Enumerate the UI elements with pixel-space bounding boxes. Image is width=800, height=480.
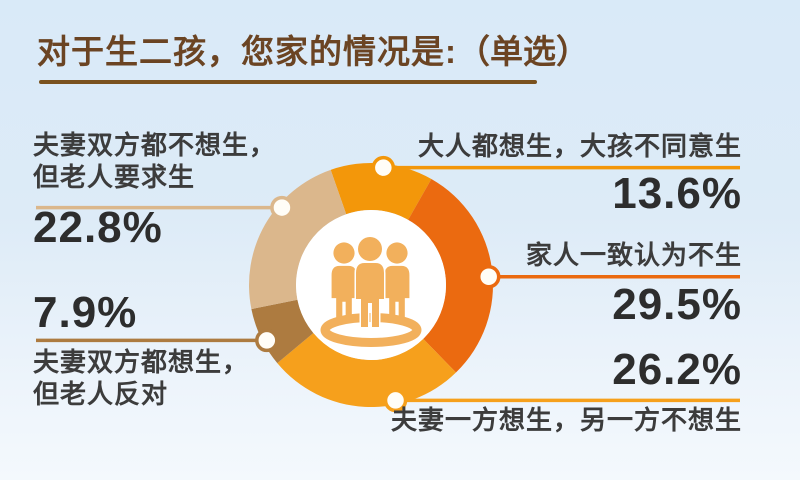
callout-marker <box>255 328 279 353</box>
person-left-icon <box>331 242 357 323</box>
callout-label-line2: 但老人反对 <box>33 379 169 409</box>
callout-block-both-want: 7.9% 夫妻双方都想生， 但老人反对 <box>33 288 249 410</box>
callout-label: 家人一致认为不生 <box>525 240 742 270</box>
callout-percent: 13.6% <box>612 169 742 218</box>
donut-slice <box>408 178 493 373</box>
donut-slice <box>249 169 347 310</box>
callout-label: 夫妻一方想生，另一方不想生 <box>390 405 742 435</box>
donut-slices <box>249 163 493 407</box>
callout-block-one-spouse-wants: 26.2% 夫妻一方想生，另一方不想生 <box>390 345 742 436</box>
donut-center <box>296 210 446 360</box>
person-right-icon <box>384 242 410 323</box>
callout-label-line2: 但老人要求生 <box>33 162 196 192</box>
callout-block-family-agrees-no: 家人一致认为不生 29.5% <box>525 240 742 329</box>
callout-label-line1: 夫妻双方都想生， <box>33 347 250 377</box>
donut-slice <box>277 333 456 407</box>
callout-label: 大人都想生，大孩不同意生 <box>417 131 742 161</box>
callout-marker <box>476 265 501 289</box>
title-subtitle: （单选） <box>457 33 589 70</box>
callout-marker <box>371 155 396 180</box>
callout-percent: 7.9% <box>33 288 138 337</box>
callout-percent: 26.2% <box>612 345 742 394</box>
donut-slice <box>330 163 432 220</box>
family-people-icon <box>320 235 422 347</box>
callout-marker <box>383 388 408 413</box>
callout-block-neither-wants: 夫妻双方都不想生， 但老人要求生 22.8% <box>33 129 276 252</box>
callout-label-line1: 夫妻双方都不想生， <box>33 130 277 160</box>
callout-percent: 22.8% <box>33 203 163 252</box>
page-title: 对于生二孩，您家的情况是:（单选） <box>37 33 589 71</box>
callout-label: 夫妻双方都想生， 但老人反对 <box>33 346 249 410</box>
title-text: 对于生二孩，您家的情况是: <box>37 33 457 70</box>
callout-percent: 29.5% <box>612 280 742 329</box>
callout-block-adults-want: 大人都想生，大孩不同意生 13.6% <box>417 131 742 218</box>
callout-label: 夫妻双方都不想生， 但老人要求生 <box>33 129 276 193</box>
callout-marker <box>270 195 294 220</box>
title-underline <box>39 80 537 84</box>
person-center-icon <box>354 235 386 329</box>
callout-lines-and-markers <box>36 155 740 413</box>
